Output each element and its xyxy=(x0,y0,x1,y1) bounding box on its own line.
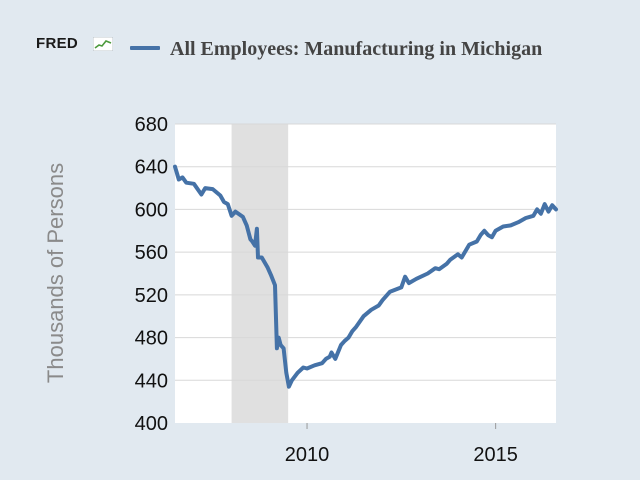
fred-logo-chart-icon xyxy=(93,37,113,51)
legend-series-swatch xyxy=(130,46,160,50)
y-tick-label: 520 xyxy=(135,285,168,307)
x-tick-label: 2010 xyxy=(285,444,330,466)
y-tick-label: 680 xyxy=(135,114,168,136)
chart-title: All Employees: Manufacturing in Michigan xyxy=(170,38,543,60)
y-tick-label: 600 xyxy=(135,199,168,221)
y-tick-label: 640 xyxy=(135,157,168,179)
series-line xyxy=(173,164,558,389)
y-axis-ticks: 400 440 480 520 560 600 640 680 xyxy=(135,114,168,435)
y-tick-label: 480 xyxy=(135,328,168,350)
y-tick-label: 440 xyxy=(135,370,168,392)
x-axis-ticks: 2010 2015 xyxy=(285,423,518,466)
recession-band xyxy=(231,124,289,423)
y-tick-label: 560 xyxy=(135,242,168,264)
y-tick-label: 400 xyxy=(135,413,168,435)
gridlines xyxy=(175,123,556,381)
x-tick-label: 2015 xyxy=(473,444,518,466)
y-axis-label: Thousands of Persons xyxy=(43,163,68,383)
fred-logo: FRED xyxy=(36,35,79,52)
